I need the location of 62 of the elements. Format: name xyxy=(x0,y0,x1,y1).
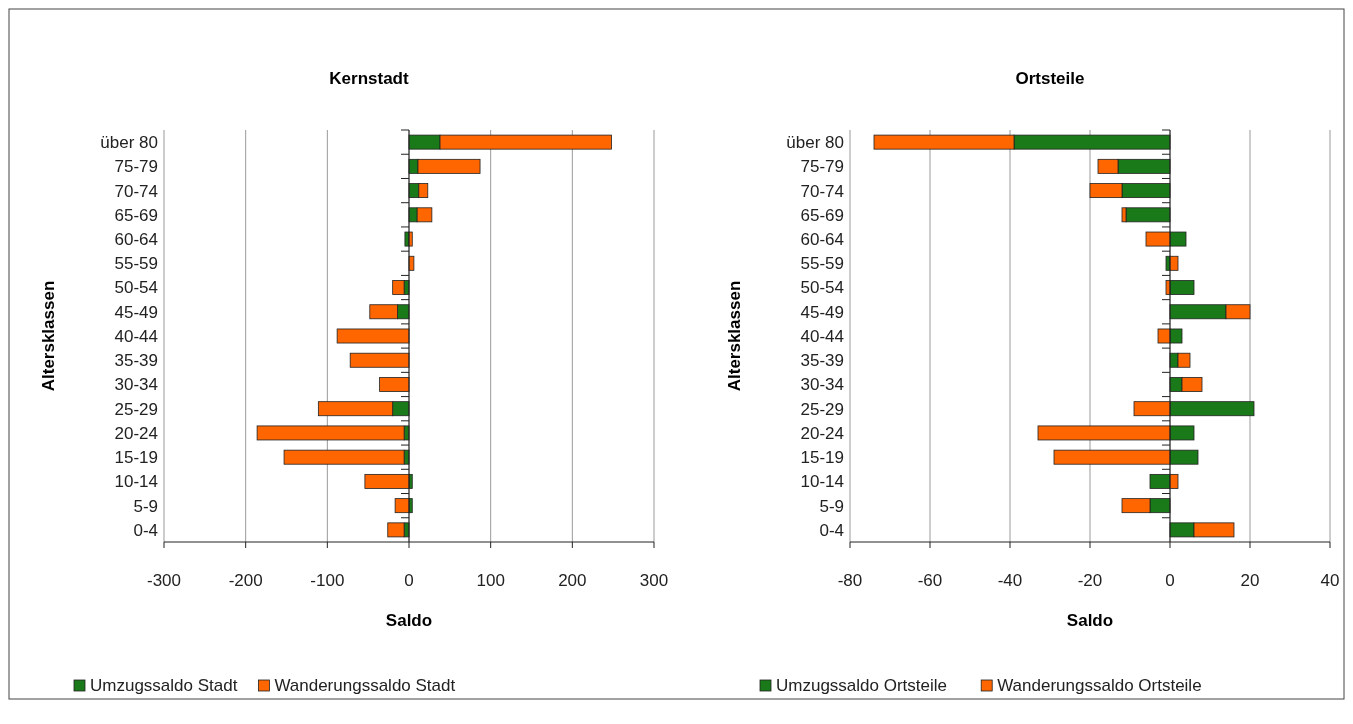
y-axis-title: Altersklassen xyxy=(725,280,744,392)
y-tick-label: 70-74 xyxy=(114,181,158,201)
x-tick-label: -100 xyxy=(310,571,345,590)
y-tick-label: 0-4 xyxy=(133,520,158,540)
chart-title: Kernstadt xyxy=(329,69,410,88)
y-tick-label: 20-24 xyxy=(800,423,844,443)
y-tick-label: 50-54 xyxy=(800,278,844,298)
y-tick-label: 35-39 xyxy=(114,351,158,371)
bar xyxy=(256,425,405,441)
x-tick-label: -20 xyxy=(1077,571,1103,590)
y-tick-label: 45-49 xyxy=(114,302,158,322)
y-tick-label: 40-44 xyxy=(800,326,844,346)
y-tick-label: 50-54 xyxy=(114,278,158,298)
y-tick-label: 35-39 xyxy=(800,351,844,371)
y-tick-label: 30-34 xyxy=(800,375,844,395)
y-tick-label: 55-59 xyxy=(800,254,844,274)
bar xyxy=(283,449,405,465)
y-tick-label: 60-64 xyxy=(114,230,158,250)
y-tick-label: 45-49 xyxy=(800,302,844,322)
x-tick-label: 300 xyxy=(639,571,669,590)
y-tick-label: 75-79 xyxy=(114,157,158,177)
x-tick-label: -40 xyxy=(997,571,1023,590)
x-tick-label: 20 xyxy=(1240,571,1260,590)
y-tick-label: 5-9 xyxy=(133,496,158,516)
y-tick-label: 10-14 xyxy=(114,472,158,492)
x-axis-title: Saldo xyxy=(1066,611,1114,630)
y-tick-label: 10-14 xyxy=(800,472,844,492)
y-tick-label: 25-29 xyxy=(800,399,844,419)
x-tick-label: 0 xyxy=(404,571,414,590)
x-tick-label: 100 xyxy=(476,571,505,590)
chart-title: Ortsteile xyxy=(1015,69,1085,88)
x-tick-label: 0 xyxy=(1165,571,1175,590)
bar xyxy=(387,522,405,538)
y-tick-label: 0-4 xyxy=(819,520,844,540)
y-tick-label: 30-34 xyxy=(114,375,158,395)
legend-label: Umzugssaldo Ortsteile xyxy=(776,676,948,695)
y-tick-label: 15-19 xyxy=(114,448,158,468)
legend-label: Wanderungssaldo Stadt xyxy=(274,676,456,695)
y-tick-label: 75-79 xyxy=(800,157,844,177)
x-tick-label: -80 xyxy=(837,571,863,590)
x-tick-label: 40 xyxy=(1320,571,1340,590)
x-axis-title: Saldo xyxy=(385,611,433,630)
y-tick-label: 65-69 xyxy=(800,205,844,225)
y-tick-label: über 80 xyxy=(100,133,158,153)
y-tick-label: 5-9 xyxy=(819,496,844,516)
y-tick-label: 55-59 xyxy=(114,254,158,274)
x-tick-label: 200 xyxy=(558,571,587,590)
legend-label: Wanderungssaldo Ortsteile xyxy=(997,676,1202,695)
y-tick-label: 65-69 xyxy=(114,205,158,225)
x-tick-label: -60 xyxy=(917,571,943,590)
y-tick-label: 25-29 xyxy=(114,399,158,419)
y-tick-label: 40-44 xyxy=(114,326,158,346)
legend-label: Umzugssaldo Stadt xyxy=(90,676,238,695)
y-axis-title: Altersklassen xyxy=(39,280,58,392)
y-tick-label: 15-19 xyxy=(800,448,844,468)
y-tick-label: 60-64 xyxy=(800,230,844,250)
bar xyxy=(392,280,405,295)
x-tick-label: -200 xyxy=(228,571,263,590)
x-tick-label: -300 xyxy=(146,571,182,590)
y-tick-label: 70-74 xyxy=(800,181,844,201)
y-tick-label: über 80 xyxy=(786,133,844,153)
y-tick-label: 20-24 xyxy=(114,423,158,443)
